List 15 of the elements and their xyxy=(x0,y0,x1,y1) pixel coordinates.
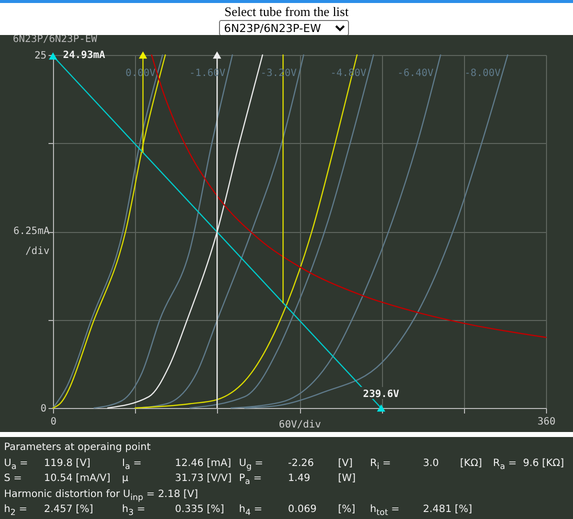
y-axis-title: 6.25mA /div xyxy=(13,226,50,257)
y-tick-label: 25 xyxy=(34,50,46,62)
text: Harmonic distortion for U$_{inp}$ = 2.18 [V] xyxy=(4,488,198,504)
text: 6N23P/6N23P-EW xyxy=(219,20,349,36)
x-axis-title: 60V/div xyxy=(278,420,322,430)
series-label: -6.40V xyxy=(397,68,434,79)
annotation: 24.93mA xyxy=(63,50,106,61)
x-tick-label: 360 xyxy=(537,416,556,428)
annotation: 239.6V xyxy=(363,389,400,400)
text: Select tube from the list xyxy=(223,4,350,20)
series-label: -8.00V xyxy=(464,68,501,79)
text: S = 10.54 [mA/V] μ 31.73 [V/V] P$_{a}$ = 1.49 [W] xyxy=(4,473,356,486)
text: Parameters at operaing point xyxy=(4,441,151,455)
text: U$_{a}$ = 119.8 [V] I$_{a}$ = 12.46 [mA] U$_{g}$ = -2.26 [V] R$_{i}$ = 3.0 [KΩ] R$_{a}$ = 9.6 [KΩ] xyxy=(4,458,564,470)
text: h$_{2}$ = 2.457 [%] h$_{3}$ = 0.335 [%] h$_{4}$ = 0.069 [%] h$_{tot}$ = 2.481 [%] xyxy=(4,504,472,517)
